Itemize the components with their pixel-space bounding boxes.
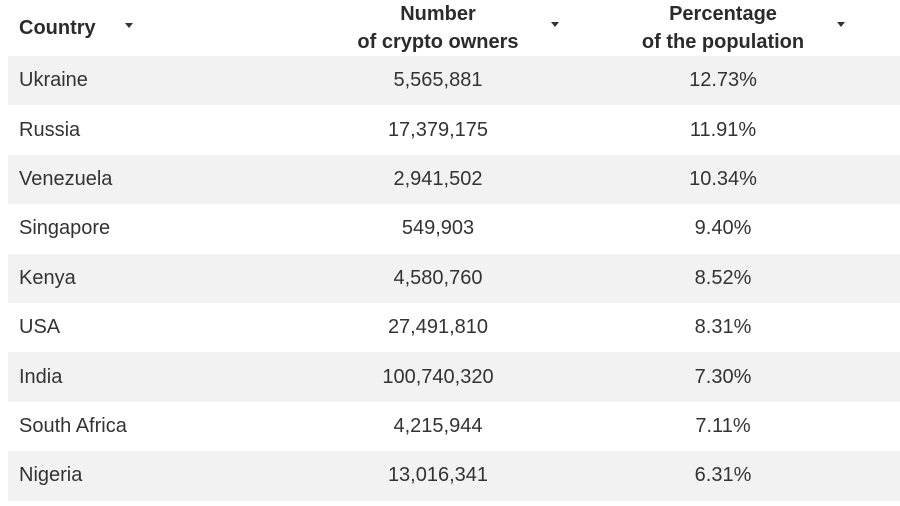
- cell-percentage: 7.11%: [695, 414, 751, 437]
- table-header: Country Number of crypto owners Percenta…: [8, 0, 900, 56]
- cell-country: Russia: [19, 118, 81, 141]
- column-header-percentage[interactable]: Percentage of the population: [578, 0, 868, 56]
- sort-down-icon[interactable]: [837, 22, 845, 27]
- cell-percentage: 8.31%: [694, 316, 752, 339]
- cell-owners: 17,379,175: [387, 118, 489, 141]
- cell-owners: 549,903: [401, 217, 475, 240]
- sort-down-icon[interactable]: [125, 23, 133, 28]
- cell-country: South Africa: [19, 414, 127, 437]
- cell-owners: 4,215,944: [393, 414, 483, 437]
- cell-percentage: 8.52%: [694, 266, 752, 289]
- column-header-percentage-label-line1: Percentage: [669, 3, 777, 25]
- cell-owners: 2,941,502: [393, 167, 483, 190]
- cell-country: USA: [19, 316, 61, 339]
- cell-country: Venezuela: [19, 167, 113, 190]
- column-header-country[interactable]: Country: [19, 0, 319, 56]
- cell-percentage: 10.34%: [689, 167, 757, 190]
- table-body: Ukraine 5,565,881 12.73% Russia 17,379,1…: [8, 56, 900, 501]
- cell-country: India: [19, 365, 63, 388]
- cell-percentage: 11.91%: [689, 118, 757, 141]
- cell-owners: 27,491,810: [387, 316, 489, 339]
- cell-percentage: 9.40%: [694, 217, 752, 240]
- cell-country: Kenya: [19, 266, 76, 289]
- table-row: India 100,740,320 7.30%: [8, 352, 900, 402]
- cell-owners: 4,580,760: [393, 266, 483, 289]
- sort-down-icon[interactable]: [551, 22, 559, 27]
- column-header-percentage-label-line2: of the population: [641, 31, 805, 53]
- table-row: Nigeria 13,016,341 6.31%: [8, 451, 900, 501]
- table-row: Singapore 549,903 9.40%: [8, 204, 900, 254]
- column-header-owners-label-line2: of crypto owners: [357, 31, 519, 53]
- table-row: USA 27,491,810 8.31%: [8, 302, 900, 353]
- cell-percentage: 12.73%: [689, 69, 757, 92]
- cell-percentage: 6.31%: [694, 464, 752, 487]
- cell-owners: 13,016,341: [387, 464, 489, 487]
- cell-country: Nigeria: [19, 464, 83, 487]
- column-header-owners[interactable]: Number of crypto owners: [308, 0, 568, 56]
- cell-country: Ukraine: [19, 69, 88, 92]
- table-row: South Africa 4,215,944 7.11%: [8, 401, 900, 452]
- column-header-owners-label-line1: Number: [400, 3, 476, 25]
- cell-owners: 100,740,320: [382, 365, 494, 388]
- table-row: Kenya 4,580,760 8.52%: [8, 253, 900, 303]
- crypto-owners-table: Country Number of crypto owners Percenta…: [8, 0, 900, 501]
- table-row: Ukraine 5,565,881 12.73%: [8, 56, 900, 106]
- cell-country: Singapore: [19, 217, 111, 240]
- column-header-country-label: Country: [19, 17, 96, 39]
- cell-owners: 5,565,881: [393, 69, 483, 92]
- cell-percentage: 7.30%: [694, 365, 752, 388]
- table-row: Russia 17,379,175 11.91%: [8, 105, 900, 155]
- table-row: Venezuela 2,941,502 10.34%: [8, 154, 900, 205]
